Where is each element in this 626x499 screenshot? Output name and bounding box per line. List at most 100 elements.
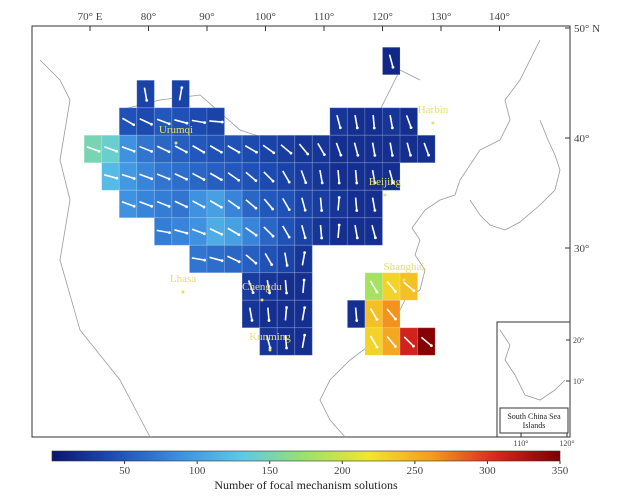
stress-arrow	[386, 336, 397, 347]
stress-arrow	[227, 172, 240, 181]
arrow-head	[320, 181, 324, 185]
stress-arrow	[86, 146, 100, 152]
stress-arrow	[244, 145, 257, 153]
arrow-head	[180, 86, 184, 89]
arrow-head	[355, 319, 359, 322]
arrow-head	[132, 123, 136, 127]
colorbar-tick-label: 150	[261, 465, 278, 477]
arrow-head	[409, 153, 412, 157]
stress-arrow	[301, 334, 306, 349]
stress-arrow	[354, 224, 359, 239]
arrow-head	[372, 126, 376, 130]
stress-arrow	[388, 170, 394, 183]
arrow-head	[255, 150, 258, 154]
stress-arrow	[156, 173, 170, 180]
stress-arrow	[301, 307, 306, 321]
arrow-head	[185, 205, 188, 209]
arrow-head	[132, 177, 136, 180]
stress-arrow	[319, 197, 323, 211]
stress-arrow	[227, 255, 240, 263]
stress-arrow	[245, 227, 257, 236]
arrow-head	[202, 178, 206, 181]
arrow-head	[320, 209, 324, 212]
stress-arrow	[317, 142, 326, 156]
arrow-head	[285, 291, 288, 295]
arrow-head	[373, 181, 377, 185]
arrow-head	[203, 258, 207, 262]
arrow-head	[355, 236, 359, 240]
stress-arrow	[284, 307, 288, 321]
city-dot	[174, 141, 178, 145]
city-label: Kunming	[249, 331, 291, 343]
stress-arrow	[371, 142, 376, 156]
x-tick-label: 140°	[489, 11, 510, 23]
arrow-head	[355, 209, 359, 212]
arrow-head	[254, 233, 258, 237]
arrow-head	[250, 319, 254, 322]
arrow-head	[203, 121, 207, 125]
arrow-head	[220, 150, 223, 154]
stress-arrow	[139, 201, 152, 207]
arrow-head	[237, 178, 241, 182]
stress-arrow	[209, 256, 223, 262]
stress-arrow	[227, 199, 240, 209]
stress-arrow	[139, 145, 152, 153]
arrow-head	[254, 261, 258, 265]
arrow-head	[375, 318, 379, 322]
stress-arrow	[266, 279, 271, 294]
arrow-head	[356, 153, 360, 157]
arrow-head	[285, 306, 288, 309]
arrow-head	[287, 235, 291, 239]
arrow-head	[338, 126, 342, 130]
stress-arrow	[337, 224, 340, 239]
arrow-head	[337, 196, 341, 199]
arrow-head	[220, 205, 223, 209]
colorbar-tick-label: 250	[407, 465, 424, 477]
stress-arrow	[369, 335, 378, 348]
arrow-head	[355, 181, 359, 185]
arrow-head	[271, 179, 275, 183]
inset-y-tick-label: 20°	[573, 336, 584, 345]
stress-arrow	[121, 173, 135, 180]
inset-title: South China Sea Islands	[507, 412, 561, 430]
stress-arrow	[301, 225, 306, 238]
coastline	[469, 119, 561, 231]
stress-arrow	[282, 197, 290, 211]
y-tick-label: 50° N	[574, 23, 600, 35]
arrow-head	[115, 176, 119, 180]
arrow-head	[168, 231, 171, 235]
arrow-head	[145, 99, 149, 102]
colorbar-tick-label: 300	[479, 465, 496, 477]
stress-arrow	[301, 197, 306, 211]
city-dot	[402, 278, 406, 282]
arrow-head	[412, 289, 416, 293]
stress-arrow	[192, 145, 205, 153]
stress-arrow	[389, 142, 394, 156]
arrow-head	[220, 259, 224, 263]
inset-x-tick-label: 110°	[514, 439, 529, 448]
x-tick-label: 130°	[431, 11, 452, 23]
stress-arrow	[371, 197, 376, 211]
stress-arrow	[423, 142, 430, 156]
arrow-head	[237, 150, 241, 154]
arrow-head	[285, 346, 288, 350]
inset-y-tick-label: 10°	[573, 377, 584, 386]
arrow-head	[268, 346, 272, 350]
city-label: Harbin	[418, 104, 449, 116]
colorbar-tick-label: 100	[189, 465, 206, 477]
arrow-head	[272, 151, 276, 155]
stress-arrow	[209, 120, 223, 123]
stress-arrow	[372, 114, 376, 129]
arrow-head	[150, 177, 154, 181]
arrow-head	[391, 65, 395, 69]
stress-arrow	[245, 199, 257, 209]
stress-arrow	[209, 200, 222, 208]
stress-arrow	[282, 225, 290, 238]
stress-arrow	[174, 119, 188, 124]
arrow-head	[150, 122, 153, 126]
arrow-head	[302, 278, 306, 282]
arrow-head	[220, 120, 224, 124]
inset-coastline	[499, 329, 566, 401]
city-label: Chengdu	[242, 281, 282, 293]
stress-arrow	[209, 228, 223, 235]
